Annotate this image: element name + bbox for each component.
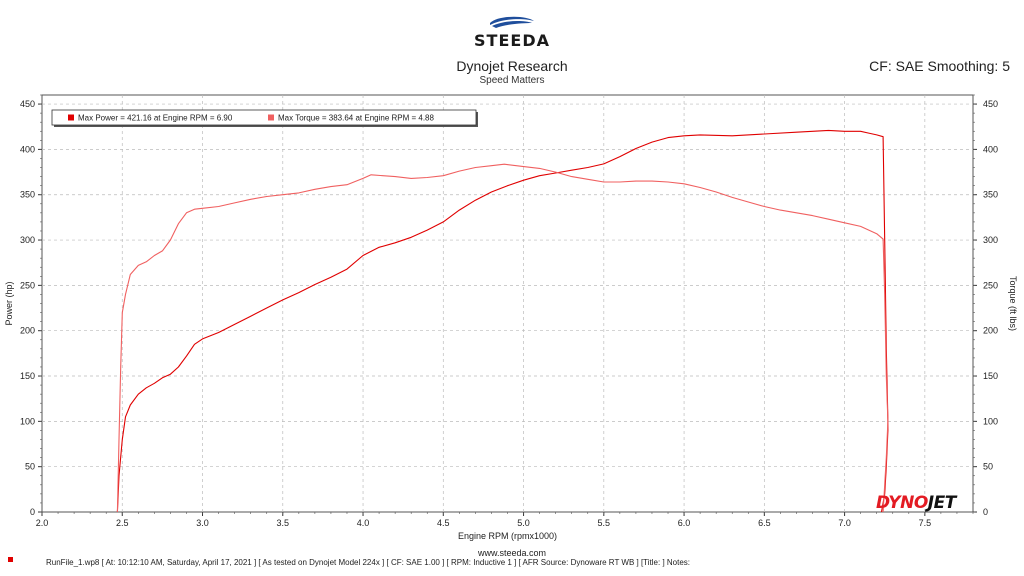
x-tick-label: 6.5 bbox=[758, 518, 771, 528]
legend-box bbox=[51, 109, 477, 126]
footer-run-info: RunFile_1.wp8 [ At: 10:12:10 AM, Saturda… bbox=[46, 558, 691, 567]
y-tick-label-left: 400 bbox=[20, 144, 35, 154]
y-tick-label-left: 50 bbox=[25, 462, 35, 472]
cf-smoothing-label: CF: SAE Smoothing: 5 bbox=[869, 58, 1010, 74]
y-tick-label-right: 200 bbox=[983, 326, 998, 336]
series-line-torque bbox=[116, 163, 889, 513]
x-tick-label: 7.0 bbox=[838, 518, 851, 528]
y-axis-label-left: Power (hp) bbox=[4, 281, 14, 325]
x-tick-label: 5.0 bbox=[517, 518, 530, 528]
legend-swatch bbox=[68, 114, 74, 121]
y-tick-label-left: 250 bbox=[20, 280, 35, 290]
y-tick-label-right: 100 bbox=[983, 416, 998, 426]
x-tick-label: 2.5 bbox=[116, 518, 129, 528]
y-tick-label-left: 300 bbox=[20, 235, 35, 245]
y-tick-label-right: 0 bbox=[983, 507, 988, 517]
y-tick-label-left: 350 bbox=[20, 190, 35, 200]
x-tick-label: 4.5 bbox=[437, 518, 450, 528]
x-tick-label: 3.0 bbox=[196, 518, 209, 528]
y-tick-label-left: 200 bbox=[20, 326, 35, 336]
y-tick-label-left: 150 bbox=[20, 371, 35, 381]
y-tick-label-left: 450 bbox=[20, 99, 35, 109]
legend-entry: Max Torque = 383.64 at Engine RPM = 4.88 bbox=[278, 114, 435, 123]
y-tick-label-left: 100 bbox=[20, 416, 35, 426]
logo-swoosh-icon bbox=[490, 16, 534, 28]
steeda-logo: STEEDA bbox=[440, 14, 584, 50]
watermark-dyno: DYNO bbox=[876, 493, 928, 513]
x-tick-label: 5.5 bbox=[598, 518, 611, 528]
watermark-jet: JET bbox=[927, 493, 957, 513]
legend-entry: Max Power = 421.16 at Engine RPM = 6.90 bbox=[78, 114, 233, 123]
legend-swatch bbox=[268, 114, 274, 121]
series-line-power bbox=[116, 129, 889, 513]
y-tick-label-right: 300 bbox=[983, 235, 998, 245]
x-tick-label: 6.0 bbox=[678, 518, 691, 528]
y-tick-label-right: 450 bbox=[983, 99, 998, 109]
footer-marker-icon bbox=[8, 557, 13, 562]
y-tick-label-right: 50 bbox=[983, 462, 993, 472]
x-tick-label: 7.5 bbox=[919, 518, 932, 528]
x-axis-label: Engine RPM (rpmx1000) bbox=[458, 531, 557, 541]
x-tick-label: 4.0 bbox=[357, 518, 370, 528]
x-tick-label: 2.0 bbox=[36, 518, 49, 528]
chart-title: Dynojet Research bbox=[456, 58, 568, 74]
y-tick-label-right: 250 bbox=[983, 280, 998, 290]
y-tick-label-right: 150 bbox=[983, 371, 998, 381]
logo-text: STEEDA bbox=[474, 31, 550, 50]
y-tick-label-left: 0 bbox=[30, 507, 35, 517]
y-axis-label-right: Torque (ft lbs) bbox=[1008, 276, 1018, 331]
y-tick-label-right: 350 bbox=[983, 190, 998, 200]
dynojet-watermark: DYNOJET bbox=[876, 493, 956, 513]
plot-area bbox=[41, 94, 974, 513]
footer-url: www.steeda.com bbox=[477, 548, 547, 558]
x-tick-label: 3.5 bbox=[277, 518, 290, 528]
y-tick-label-right: 400 bbox=[983, 144, 998, 154]
chart-subtitle: Speed Matters bbox=[479, 75, 545, 86]
